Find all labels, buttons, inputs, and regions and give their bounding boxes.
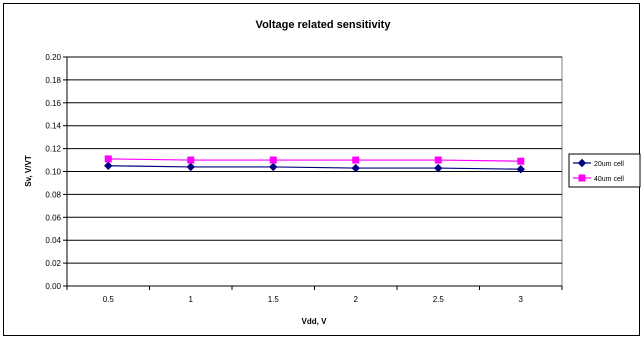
legend-box xyxy=(568,153,641,188)
y-tick-label: 0.00 xyxy=(45,282,61,291)
data-point xyxy=(187,156,195,164)
legend-label: 20um cell xyxy=(594,161,624,168)
y-tick-label: 0.08 xyxy=(45,190,61,199)
x-tick-label: 2.5 xyxy=(433,295,445,304)
x-tick-label: 1.5 xyxy=(268,295,280,304)
data-point xyxy=(516,165,525,174)
data-point xyxy=(104,155,112,163)
y-axis-label: Sv, V/VT xyxy=(24,155,33,187)
data-point xyxy=(434,163,443,173)
legend-label: 40um cell xyxy=(594,176,624,183)
series-1 xyxy=(104,161,525,174)
y-tick-label: 0.14 xyxy=(45,122,61,131)
data-point xyxy=(269,162,278,172)
x-axis-label: Vdd, V xyxy=(302,317,328,326)
legend-marker xyxy=(577,158,587,168)
series-line xyxy=(108,165,521,170)
series-layer xyxy=(104,155,525,174)
x-tick-label: 1 xyxy=(189,295,194,304)
y-tick-label: 0.06 xyxy=(45,213,61,222)
series-line xyxy=(108,158,521,162)
x-tick-label: 3 xyxy=(519,295,524,304)
y-tick-label: 0.20 xyxy=(45,53,61,62)
y-tick-label: 0.18 xyxy=(45,76,61,85)
data-point xyxy=(434,156,442,164)
data-point xyxy=(104,161,113,170)
data-point xyxy=(186,162,195,172)
legend-item: 20um cell xyxy=(573,158,624,168)
chart-title: Voltage related sensitivity xyxy=(256,19,392,31)
data-point xyxy=(352,156,360,164)
data-point xyxy=(269,156,277,164)
data-point xyxy=(517,157,525,165)
legend: 20um cell 40um cell xyxy=(568,153,641,188)
series-2 xyxy=(104,155,525,165)
gridlines xyxy=(67,56,562,264)
y-tick-label: 0.12 xyxy=(45,145,61,154)
y-tick-label: 0.02 xyxy=(45,259,61,268)
x-tick-label: 0.5 xyxy=(103,295,115,304)
x-tick-label: 2 xyxy=(354,295,359,304)
y-tick-label: 0.16 xyxy=(45,99,61,108)
y-tick-label: 0.10 xyxy=(45,168,61,177)
data-point xyxy=(351,163,360,173)
y-tick-label: 0.04 xyxy=(45,236,61,245)
legend-marker xyxy=(578,174,586,182)
x-axis-ticks: 0.5 1 1.5 2 2.5 3 xyxy=(66,285,563,304)
y-axis-ticks: 0.00 0.02 0.04 0.06 0.08 0.10 0.12 0.14 0.16 0.18… xyxy=(45,53,68,291)
legend-item: 40um cell xyxy=(573,174,624,183)
